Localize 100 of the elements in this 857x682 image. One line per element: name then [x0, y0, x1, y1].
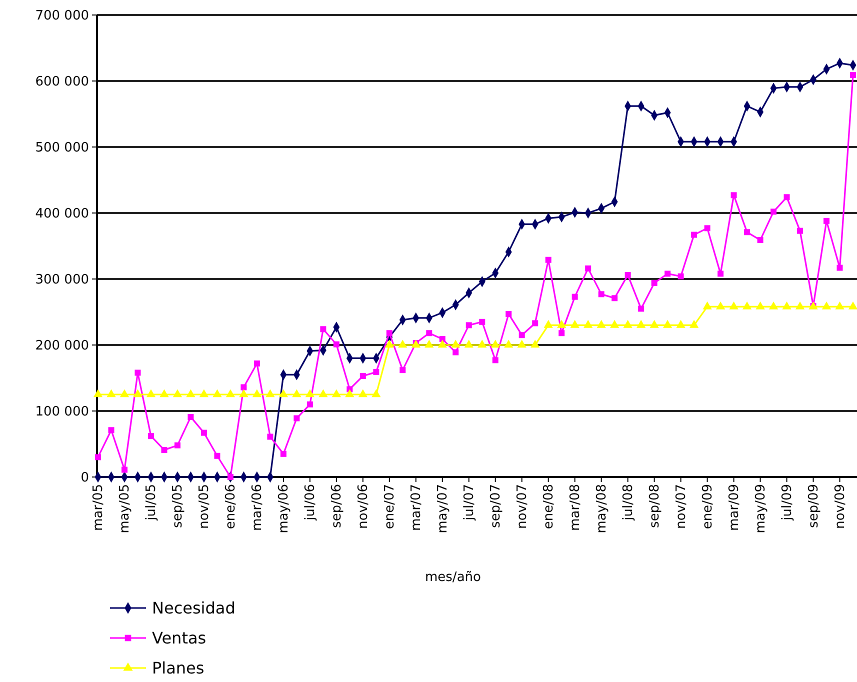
point — [106, 389, 116, 398]
point — [266, 389, 275, 398]
point — [544, 320, 553, 328]
x-tick-label: may/07 — [435, 484, 450, 534]
x-tick-label: jul/06 — [302, 484, 318, 522]
point — [133, 389, 142, 398]
point — [612, 295, 618, 302]
point — [664, 270, 671, 277]
point — [744, 229, 750, 236]
point — [768, 301, 778, 310]
point — [306, 401, 313, 408]
y-tick-label: 300 000 — [35, 272, 89, 288]
point — [557, 320, 566, 328]
point — [108, 427, 114, 434]
x-tick-label: mar/08 — [568, 484, 583, 531]
point — [585, 265, 592, 272]
x-tick-label: may/09 — [753, 484, 768, 534]
point — [848, 301, 857, 310]
y-tick-label: 600 000 — [35, 74, 89, 90]
point — [199, 389, 209, 398]
legend-label: Planes — [152, 658, 204, 678]
point — [624, 272, 631, 278]
x-tick-label: sep/05 — [170, 484, 186, 528]
point — [623, 320, 632, 328]
point — [504, 340, 514, 348]
point — [517, 340, 526, 348]
point — [400, 367, 406, 374]
point — [278, 389, 288, 398]
point — [835, 301, 844, 310]
x-tick-label: nov/07 — [514, 484, 530, 529]
point — [120, 389, 130, 398]
point — [267, 434, 274, 440]
point — [239, 389, 248, 398]
point — [464, 340, 474, 348]
x-tick-label: sep/08 — [647, 484, 662, 528]
point — [478, 340, 487, 348]
point — [795, 301, 805, 310]
point — [636, 320, 646, 328]
point — [280, 450, 286, 457]
point — [545, 256, 552, 263]
point — [174, 442, 180, 448]
point — [518, 332, 525, 338]
point — [596, 320, 606, 328]
point — [570, 320, 580, 328]
point — [146, 389, 156, 398]
point — [824, 218, 830, 224]
point — [689, 320, 699, 328]
point — [148, 433, 154, 440]
x-tick-label: nov/06 — [356, 484, 371, 529]
x-tick-label: jul/05 — [144, 484, 159, 522]
point — [610, 320, 620, 328]
point — [240, 384, 247, 390]
point — [650, 320, 659, 328]
legend-label: Necesidad — [152, 598, 236, 618]
x-tick-label: mar/06 — [250, 484, 265, 531]
point — [188, 414, 194, 420]
point — [651, 280, 658, 286]
point — [638, 306, 644, 312]
x-tick-label: mar/07 — [408, 484, 424, 531]
x-tick-label: mar/09 — [726, 484, 742, 531]
point — [254, 360, 260, 366]
point — [729, 301, 738, 310]
y-tick-label: 100 000 — [35, 404, 89, 420]
point — [93, 389, 103, 398]
x-tick-label: may/05 — [117, 484, 132, 534]
point — [227, 474, 234, 480]
point — [424, 340, 434, 348]
point — [558, 330, 565, 336]
point — [506, 310, 512, 317]
point — [305, 389, 314, 398]
point — [386, 330, 392, 336]
point — [426, 330, 432, 336]
point — [479, 318, 486, 325]
point — [320, 326, 326, 332]
point — [678, 273, 684, 280]
point — [360, 373, 366, 380]
y-tick-label: 500 000 — [35, 140, 89, 156]
point — [318, 389, 328, 398]
x-tick-label: jul/07 — [462, 484, 477, 522]
point — [584, 320, 593, 328]
x-tick-label: sep/06 — [329, 484, 344, 528]
x-tick-label: jul/08 — [620, 484, 636, 522]
point — [372, 389, 381, 398]
point — [172, 389, 182, 398]
point — [252, 389, 262, 398]
point — [702, 301, 712, 310]
point — [663, 320, 672, 328]
x-axis-title: mes/año — [425, 570, 482, 585]
x-tick-label: ene/08 — [541, 484, 556, 530]
point — [95, 454, 101, 460]
point — [358, 389, 368, 398]
legend-label: Ventas — [152, 628, 206, 648]
x-tick-label: ene/07 — [382, 484, 398, 530]
point — [822, 301, 832, 310]
point — [490, 340, 500, 348]
point — [784, 194, 790, 200]
point — [452, 349, 459, 356]
point — [212, 389, 222, 398]
point — [160, 389, 169, 398]
x-tick-label: nov/09 — [832, 484, 848, 529]
